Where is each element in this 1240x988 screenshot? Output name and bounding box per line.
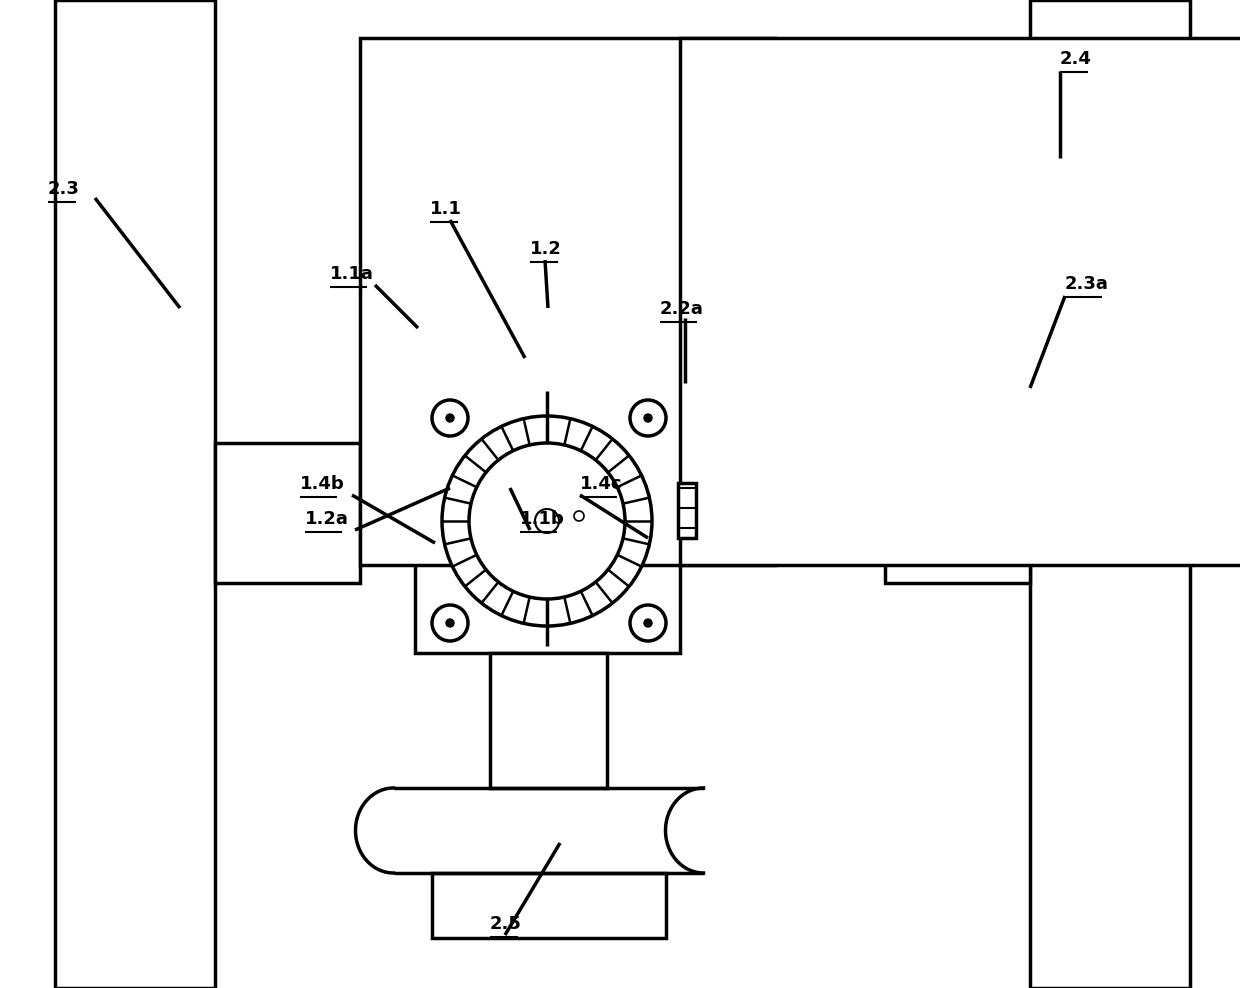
Bar [490, 653, 608, 788]
Bar [415, 388, 680, 653]
Text: 1.1: 1.1 [430, 200, 461, 218]
Bar [678, 483, 696, 538]
Text: 2.3a: 2.3a [1065, 275, 1109, 293]
Text: 1.4c: 1.4c [580, 475, 622, 493]
Text: 1.2: 1.2 [529, 240, 562, 258]
Circle shape [630, 605, 666, 641]
Bar [215, 443, 360, 583]
Text: 1.4b: 1.4b [300, 475, 345, 493]
Circle shape [534, 509, 559, 533]
Text: 1.2a: 1.2a [305, 510, 348, 528]
Circle shape [441, 416, 652, 626]
Circle shape [432, 605, 467, 641]
Bar [885, 443, 1030, 583]
Text: 2.5: 2.5 [490, 915, 522, 933]
Text: 1.1a: 1.1a [330, 265, 374, 283]
Text: 2.3: 2.3 [48, 180, 79, 198]
Circle shape [574, 511, 584, 521]
Circle shape [644, 414, 652, 422]
Circle shape [469, 443, 625, 599]
Text: 2.4: 2.4 [1060, 50, 1092, 68]
Circle shape [432, 400, 467, 436]
Circle shape [446, 414, 454, 422]
Bar [680, 38, 1240, 565]
Text: 2.2a: 2.2a [660, 300, 704, 318]
Circle shape [644, 619, 652, 627]
Circle shape [630, 400, 666, 436]
Circle shape [446, 619, 454, 627]
Bar [55, 0, 215, 988]
Text: 1.1b: 1.1b [520, 510, 564, 528]
Bar [1030, 0, 1190, 988]
Bar [360, 38, 775, 565]
Bar [432, 873, 666, 938]
